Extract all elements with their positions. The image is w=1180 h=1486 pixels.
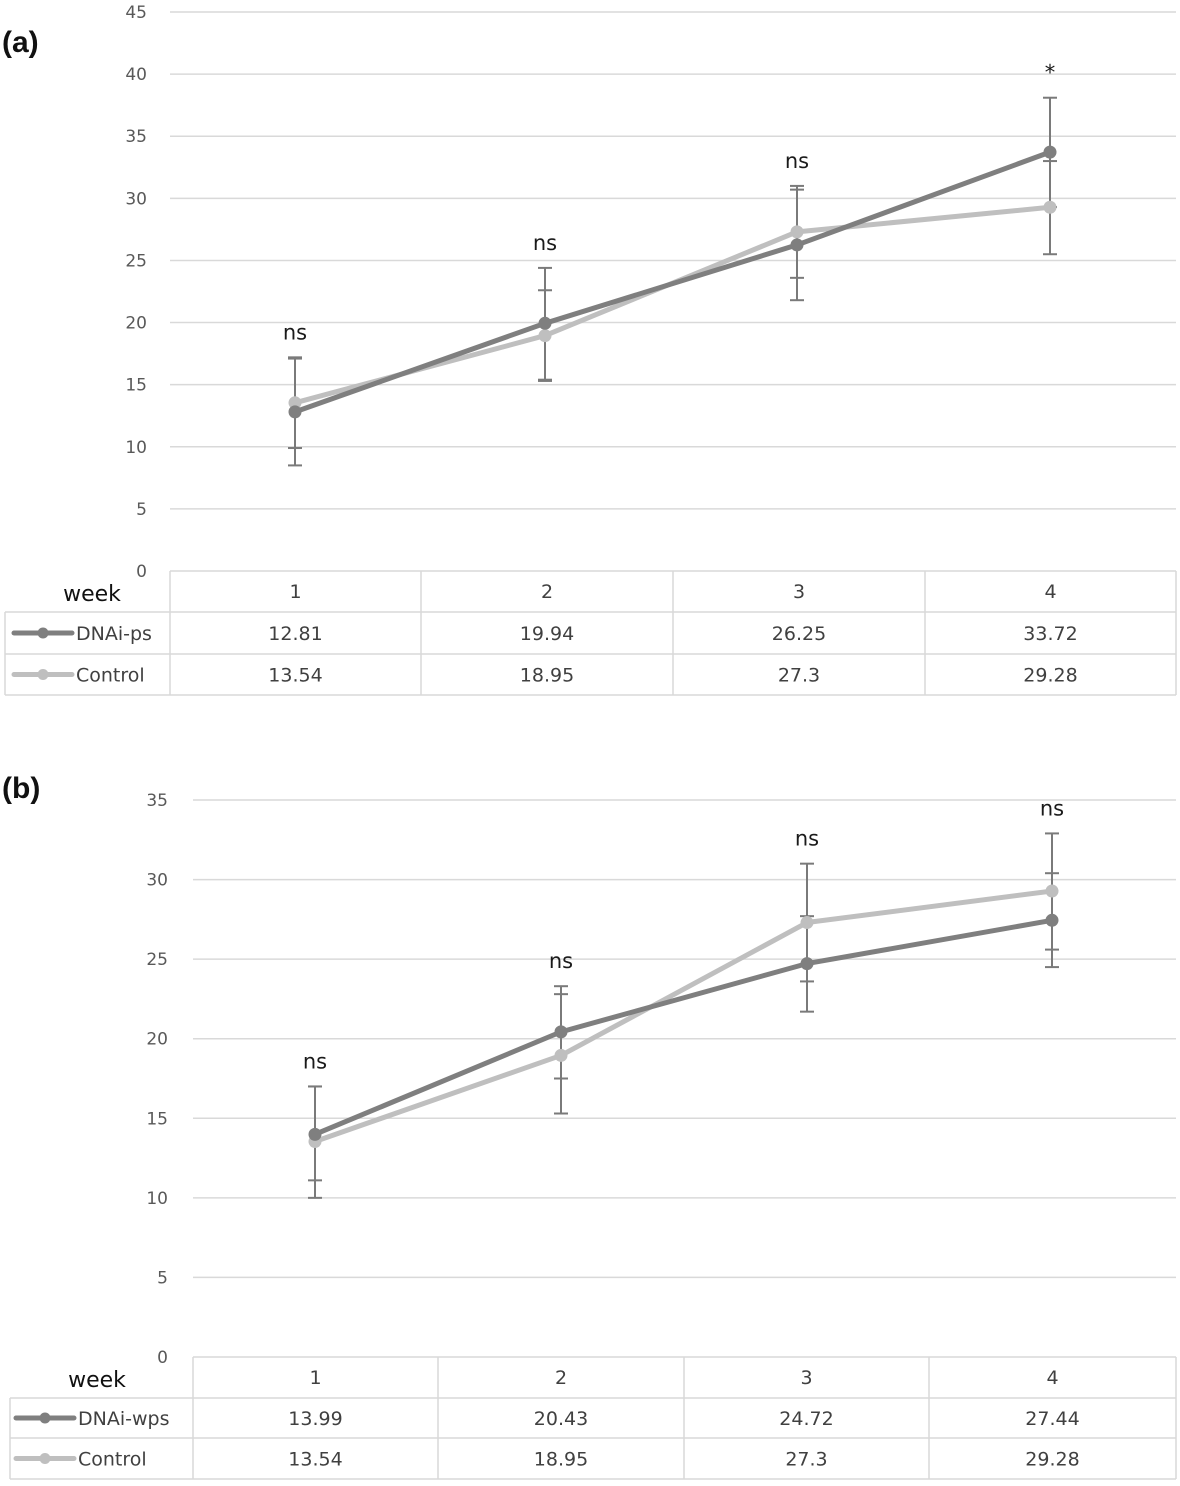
significance-annotation: ns: [549, 949, 573, 973]
data-table-cell: 19.94: [520, 623, 574, 645]
data-point: [538, 316, 552, 330]
data-point: [790, 225, 804, 239]
data-table-cell: 26.25: [772, 623, 826, 645]
significance-annotation: *: [1045, 61, 1056, 85]
series-line-dnai-ps: [292, 149, 1053, 415]
y-tick-label: 25: [125, 251, 147, 271]
y-tick-label: 0: [157, 1348, 168, 1368]
y-tick-label: 10: [125, 438, 147, 458]
data-point: [800, 916, 814, 930]
significance-annotation: ns: [795, 827, 819, 851]
legend-label: DNAi-ps: [76, 623, 152, 645]
x-axis-label: week: [63, 582, 121, 607]
data-point: [800, 957, 814, 971]
data-point: [1045, 884, 1059, 898]
y-tick-label: 45: [125, 3, 147, 23]
data-table-cell: 12.81: [268, 623, 322, 645]
legend-marker: [39, 1453, 51, 1464]
data-table-cell: 24.72: [779, 1408, 833, 1430]
data-table-cell: 27.3: [778, 665, 820, 687]
y-tick-label: 30: [146, 871, 168, 891]
data-point: [1043, 145, 1057, 159]
legend-marker: [39, 1412, 51, 1424]
x-tick-label: 2: [541, 581, 553, 603]
data-point: [790, 238, 804, 252]
data-table-cell: 13.54: [268, 665, 322, 687]
legend-label: Control: [78, 1449, 147, 1471]
data-table-cell: 13.54: [288, 1449, 342, 1471]
significance-annotation: ns: [283, 320, 307, 344]
significance-annotation: ns: [303, 1049, 327, 1073]
panel-label: (a): [2, 26, 39, 59]
legend-label: DNAi-wps: [78, 1408, 169, 1430]
data-point: [1045, 913, 1059, 927]
significance-annotation: ns: [1040, 796, 1064, 820]
y-tick-label: 40: [125, 65, 147, 85]
data-table-cell: 29.28: [1023, 665, 1077, 687]
y-tick-label: 30: [125, 189, 147, 209]
x-tick-label: 1: [309, 1367, 321, 1389]
legend-label: Control: [76, 665, 145, 687]
data-table-cell: 29.28: [1025, 1449, 1079, 1471]
y-tick-label: 20: [125, 314, 147, 334]
y-tick-label: 20: [146, 1030, 168, 1050]
y-tick-label: 0: [136, 562, 147, 582]
legend-marker: [37, 669, 49, 680]
x-tick-label: 4: [1046, 1367, 1058, 1389]
data-point: [554, 1048, 568, 1062]
data-point: [288, 396, 302, 410]
data-table-cell: 18.95: [520, 665, 574, 687]
y-tick-label: 15: [125, 376, 147, 396]
y-tick-label: 10: [146, 1189, 168, 1209]
y-tick-label: 15: [146, 1109, 168, 1129]
legend-marker: [37, 627, 49, 639]
data-point: [554, 1025, 568, 1039]
data-table-cell: 27.3: [785, 1449, 827, 1471]
data-point: [1043, 200, 1057, 214]
data-point: [308, 1127, 322, 1141]
series-line-dnai-wps: [312, 917, 1055, 1137]
data-table-cell: 13.99: [288, 1408, 342, 1430]
y-tick-label: 35: [125, 127, 147, 147]
y-tick-label: 25: [146, 950, 168, 970]
data-point: [538, 329, 552, 343]
y-tick-label: 35: [146, 791, 168, 811]
y-tick-label: 5: [136, 500, 147, 520]
x-tick-label: 2: [555, 1367, 567, 1389]
series-line-control: [312, 888, 1055, 1145]
x-tick-label: 1: [289, 581, 301, 603]
data-point: [288, 405, 302, 419]
data-table-cell: 18.95: [534, 1449, 588, 1471]
y-tick-label: 5: [157, 1268, 168, 1288]
data-table-cell: 27.44: [1025, 1408, 1079, 1430]
significance-annotation: ns: [785, 149, 809, 173]
x-tick-label: 4: [1044, 581, 1056, 603]
panel-label: (b): [2, 772, 40, 805]
data-table-cell: 20.43: [534, 1408, 588, 1430]
significance-annotation: ns: [533, 231, 557, 255]
x-tick-label: 3: [793, 581, 805, 603]
x-tick-label: 3: [800, 1367, 812, 1389]
data-table-cell: 33.72: [1023, 623, 1077, 645]
x-axis-label: week: [68, 1368, 126, 1393]
